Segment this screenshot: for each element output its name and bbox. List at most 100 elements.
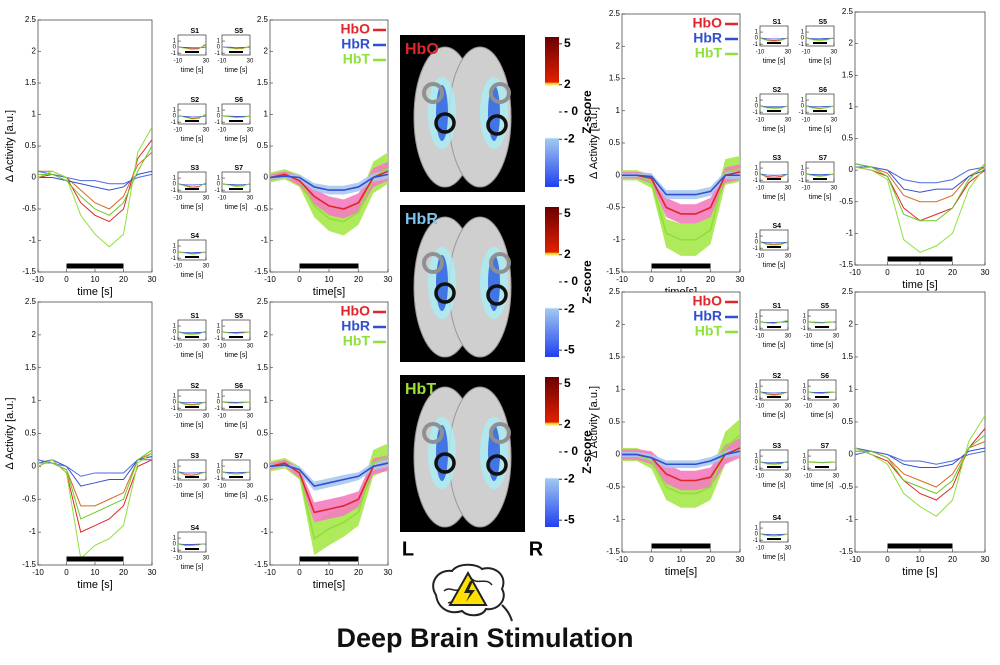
x-tick-label: -10 [756,186,765,192]
x-axis-label: time [s] [763,262,786,269]
plot-area [221,331,251,335]
plot-frame [805,161,835,183]
plot-area [37,126,153,248]
y-tick-label: -1 [801,396,807,402]
y-tick-label: -1 [753,538,759,544]
legend-label: HbR [341,318,370,334]
x-tick-label: -10 [756,404,765,410]
x-tick-label: 30 [831,118,838,124]
figure-title: Deep Brain Stimulation [336,623,633,653]
y-tick-label: -1 [171,336,177,342]
panel-title: S2 [191,383,200,390]
series-line [759,105,789,109]
y-tick-label: 2.5 [609,287,621,296]
series-line [37,456,153,487]
x-axis-label: time [s] [181,204,204,211]
plot-area [177,43,207,50]
plot-area [807,461,837,464]
plot-area [622,418,741,508]
plot-frame [759,229,789,251]
y-tick-label: 0 [217,470,221,476]
x-tick-label: 20 [706,555,715,564]
plot-area [759,241,789,246]
y-tick-label: 1 [217,324,221,330]
series-line [221,401,251,404]
series-line [854,450,986,465]
colorbar-tick-label: -2 [564,471,575,485]
legend-label: HbR [693,308,722,324]
x-tick-label: 30 [203,128,210,134]
x-tick-label: -10 [174,484,183,490]
x-tick-label: 30 [247,128,254,134]
y-tick-label: -1 [171,188,177,194]
y-tick-label: 0.5 [257,141,269,150]
x-tick-label: 20 [119,568,128,577]
y-tick-label: 1.5 [25,363,37,372]
x-tick-label: 20 [948,555,957,564]
plot-frame [759,449,789,471]
x-axis-label: time [s] [809,194,832,201]
series-line [854,163,986,184]
y-tick-label: 1 [173,464,177,470]
colorbar-tick-label: - 0 [564,444,578,458]
colorbar-tick-label: 2 [564,77,571,91]
y-tick-label: 2.5 [842,287,854,296]
y-tick-label: 0 [264,461,269,470]
x-tick-label: -10 [174,196,183,202]
x-tick-label: -10 [218,128,227,134]
x-tick-label: 30 [785,334,792,340]
y-tick-label: 0 [217,330,221,336]
series-line [221,471,251,475]
y-tick-label: 1 [217,464,221,470]
series-line [221,45,251,50]
colorbar-tick-label: - 0 [564,274,578,288]
series-line [221,331,251,335]
y-tick-label: 0 [755,390,759,396]
x-tick-label: 30 [833,404,840,410]
colorbar [545,37,559,187]
plot-area [805,173,835,177]
plot-area [221,45,251,50]
y-tick-label: 0.5 [25,429,37,438]
y-tick-label: 1 [755,384,759,390]
panel: -1.5-1-0.500.511.522.5-100102030time[s]Δ… [588,9,745,298]
panel-title: S5 [235,28,244,35]
series-line [38,145,153,216]
panel-title: S7 [819,155,828,162]
x-tick-label: 30 [247,196,254,202]
colorbar-title: Z-score [580,260,594,304]
plot-frame [221,171,251,193]
x-tick-label: -10 [218,484,227,490]
plot-frame [221,103,251,125]
left-label: L [402,538,414,560]
x-axis-label: time [s] [77,286,112,298]
y-tick-label: -1 [215,120,221,126]
x-tick-label: 0 [649,555,654,564]
x-tick-label: 10 [916,268,925,277]
y-tick-label: 1 [801,166,805,172]
y-tick-label: 1 [755,454,759,460]
y-tick-label: 1 [217,394,221,400]
panel-title: S5 [819,19,828,26]
x-axis-label: time [s] [902,279,937,291]
x-axis-label: time [s] [181,352,204,359]
panel-title: S1 [191,313,200,320]
series-line [759,241,789,244]
y-tick-label: 0 [173,114,177,120]
series-line [177,401,207,406]
plot-frame [221,319,251,341]
y-tick-label: -0.5 [839,482,853,491]
y-tick-label: -1 [171,120,177,126]
y-tick-label: 1 [755,98,759,104]
y-tick-label: 2 [616,41,621,50]
plot-area [807,320,837,324]
plot-area [177,542,207,547]
panel-title: S5 [235,313,244,320]
y-tick-label: 0 [755,240,759,246]
panel-title: S7 [235,165,244,172]
